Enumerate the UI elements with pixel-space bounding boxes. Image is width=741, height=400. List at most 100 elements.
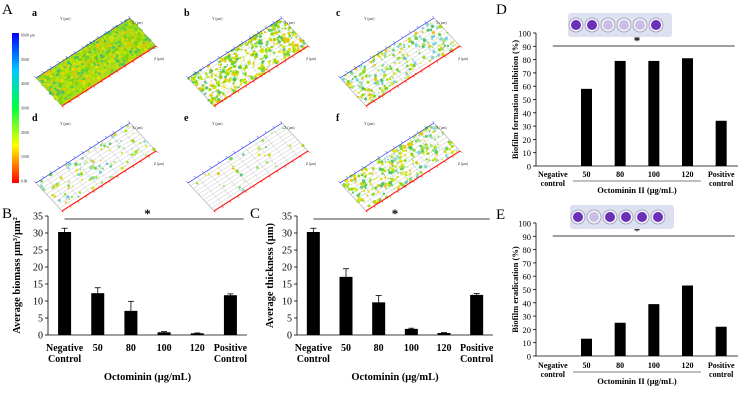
y-axis-title: Average thickness (μm)	[265, 223, 276, 328]
y-tick-label: 0	[287, 331, 292, 342]
clsm-tile: Y (μm) X (μm) Z (μm) e	[184, 113, 317, 213]
y-tick-label: 30	[282, 229, 292, 240]
bar-4	[682, 285, 693, 356]
tile-x-axis-label: X (μm)	[436, 126, 447, 130]
tile-y-axis-label: Y (μm)	[60, 17, 71, 21]
plate-wells-photo	[570, 205, 674, 229]
tile-z-axis-label: Z (μm)	[306, 162, 317, 166]
y-tick-label: 35	[33, 212, 43, 223]
error-bar-3	[161, 331, 168, 333]
error-bar-0	[310, 227, 317, 236]
y-tick-label: 70	[523, 68, 532, 78]
plate-wells-photo	[568, 13, 672, 37]
y-tick-label: 90	[523, 232, 532, 242]
y-tick-label: 30	[523, 312, 532, 322]
y-tick-label: 0	[38, 331, 43, 342]
y-tick-label: 20	[33, 263, 43, 274]
colorbar-tick: 30.00	[21, 107, 29, 111]
y-axis-title: Biofilm formation inhibition (%)	[510, 40, 520, 159]
category-label: 100	[648, 361, 660, 370]
category-label: 100	[648, 170, 660, 179]
y-tick-label: 70	[523, 258, 532, 268]
bar-1	[339, 276, 353, 335]
category-label: Positive Control	[214, 343, 248, 365]
bar-0	[58, 231, 72, 335]
panel-label-e: E	[496, 207, 506, 223]
tile-z-axis-label: Z (μm)	[458, 57, 469, 61]
bar-5	[715, 326, 727, 356]
subpanel-letter: a	[32, 8, 37, 19]
category-label: Positive control	[708, 361, 735, 379]
y-tick-label: 10	[282, 297, 292, 308]
y-tick-label: 60	[523, 82, 532, 92]
category-label: 80	[616, 170, 624, 179]
category-label: 100	[157, 343, 172, 354]
y-tick-label: 5	[287, 314, 292, 325]
y-tick-label: 10	[33, 297, 43, 308]
y-tick-label: 5	[38, 314, 43, 325]
colorbar-tick: 20.00	[21, 131, 29, 135]
colorbar-tick: 50.00	[21, 58, 29, 62]
panel-label-a: A	[2, 2, 13, 18]
y-tick-label: 10	[523, 148, 532, 158]
category-label: Positive Control	[460, 343, 494, 365]
colorbar-tick: 40.00	[21, 82, 29, 86]
tile-x-axis-label: X (μm)	[284, 21, 295, 25]
significance-star: *	[634, 223, 641, 238]
category-label: 80	[374, 343, 384, 354]
category-label: 50	[583, 170, 591, 179]
bar-3	[404, 328, 418, 335]
panel-label-c: C	[250, 206, 261, 222]
bar-5	[715, 120, 727, 166]
y-tick-label: 60	[523, 272, 532, 282]
category-label: 120	[190, 343, 205, 354]
bar-1	[581, 88, 592, 166]
bar-4	[190, 333, 204, 335]
y-tick-label: 20	[282, 263, 292, 274]
y-axis-title: Biofilm eradication (%)	[510, 246, 520, 333]
y-tick-label: 30	[523, 122, 532, 132]
error-bar-2	[375, 295, 382, 310]
category-label: 50	[583, 361, 591, 370]
subpanel-letter: b	[184, 8, 190, 19]
tile-y-axis-label: Y (μm)	[212, 122, 223, 126]
error-bar-4	[441, 332, 447, 334]
error-bar-1	[94, 287, 101, 299]
category-label: 80	[616, 361, 624, 370]
subpanel-letter: c	[336, 8, 341, 19]
tile-z-axis-label: Z (μm)	[306, 57, 317, 61]
bar-5	[470, 294, 484, 335]
y-tick-label: 80	[523, 245, 532, 255]
bar-2	[614, 322, 626, 356]
tile-x-axis-label: X (μm)	[284, 126, 295, 130]
tile-x-axis-label: X (μm)	[436, 21, 447, 25]
y-tick-label: 0	[527, 352, 531, 362]
category-label: 120	[437, 343, 452, 354]
tile-z-axis-label: Z (μm)	[154, 162, 165, 166]
subpanel-letter: d	[32, 113, 38, 124]
category-label: 120	[682, 361, 694, 370]
y-tick-label: 100	[518, 29, 531, 39]
category-label: 120	[682, 170, 694, 179]
bar-2	[372, 302, 386, 335]
y-tick-label: 35	[282, 212, 292, 223]
tile-z-axis-label: Z (μm)	[458, 162, 469, 166]
tile-y-axis-label: Y (μm)	[364, 122, 375, 126]
y-tick-label: 50	[523, 285, 532, 295]
subpanel-letter: e	[184, 113, 189, 124]
category-label: Negative Control	[295, 343, 333, 365]
bar-4	[437, 332, 451, 335]
bar-3	[648, 60, 660, 166]
subpanel-letter: f	[336, 113, 340, 124]
bar-2	[124, 310, 138, 335]
panel-label-b: B	[2, 206, 13, 222]
colorbar-tick: 60.00 μm	[21, 34, 35, 38]
error-bar-2	[127, 300, 134, 321]
x-axis-title: Octominin (μg/mL)	[104, 372, 192, 383]
error-bar-4	[194, 332, 201, 334]
tile-z-axis-label: Z (μm)	[154, 57, 165, 61]
